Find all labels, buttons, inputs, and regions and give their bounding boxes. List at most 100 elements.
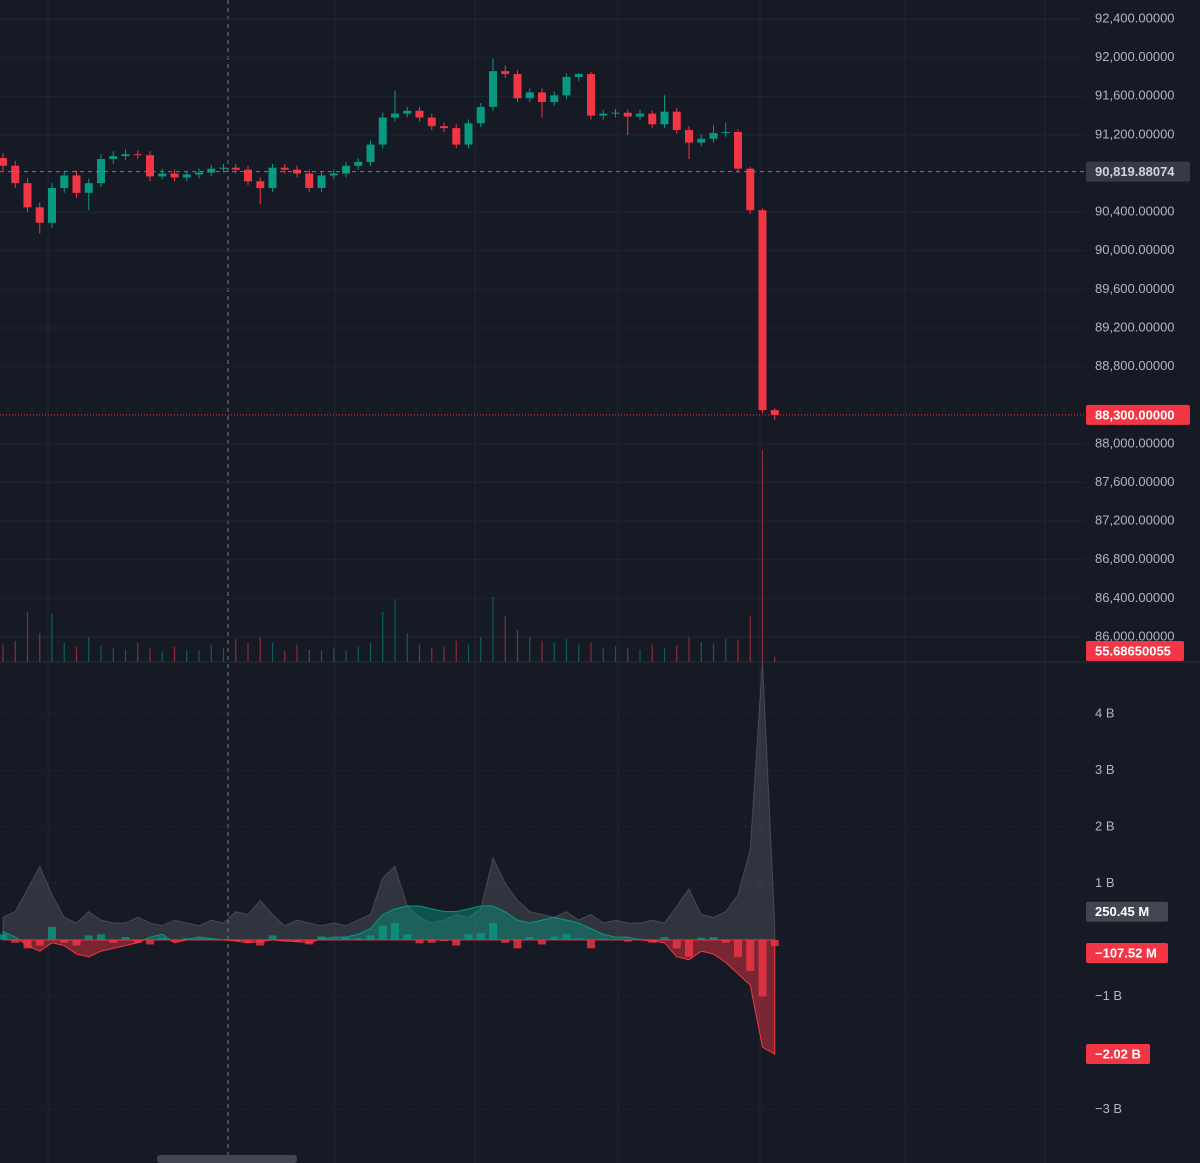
- volume-bar: [173, 646, 176, 662]
- candle-body: [709, 132, 718, 139]
- volume-bar: [553, 642, 555, 662]
- delta-bar: [391, 922, 399, 940]
- volume-bar: [725, 638, 727, 662]
- volume-bar: [541, 640, 543, 662]
- volume-bar: [406, 633, 408, 662]
- delta-bar: [660, 937, 669, 940]
- delta-bar: [587, 939, 595, 949]
- candle-body: [464, 123, 473, 145]
- y-tick-label: 87,600.00000: [1095, 474, 1175, 489]
- delta-bar: [770, 939, 779, 946]
- delta-bar: [97, 934, 105, 940]
- volume-bar: [627, 647, 629, 662]
- volume-bar: [602, 648, 604, 662]
- delta-bar: [342, 937, 350, 940]
- y-tick-label: 1 B: [1095, 875, 1115, 890]
- delta-bar: [721, 939, 730, 943]
- candle-body: [440, 126, 448, 129]
- y-tick-label: 88,800.00000: [1095, 358, 1175, 373]
- volume-bar: [529, 636, 531, 662]
- delta-bar: [293, 939, 301, 943]
- delta-bar: [672, 939, 681, 949]
- y-tick-label: −3 B: [1095, 1101, 1122, 1116]
- volume-bar: [516, 630, 519, 662]
- candle-body: [146, 155, 154, 177]
- delta-bar: [562, 934, 571, 940]
- candle-body: [23, 183, 32, 208]
- candle-body: [734, 131, 742, 169]
- volume-bar: [198, 650, 200, 662]
- delta-bar: [685, 939, 693, 957]
- candle-body: [84, 183, 93, 193]
- volume-bar: [651, 644, 653, 662]
- candle-body: [391, 113, 399, 118]
- delta-bar: [158, 937, 167, 940]
- candle-body: [672, 111, 681, 131]
- delta-bar: [501, 939, 510, 943]
- volume-bar: [271, 642, 274, 662]
- delta-area-down: [2, 939, 776, 1055]
- y-tick-label: 86,800.00000: [1095, 551, 1175, 566]
- volume-bar: [124, 649, 127, 662]
- candle-body: [770, 410, 779, 415]
- candle-body: [170, 173, 179, 178]
- candle-body: [746, 168, 755, 211]
- scrollbar[interactable]: [157, 1155, 297, 1163]
- delta-bar: [464, 934, 473, 940]
- candle-body: [97, 159, 105, 184]
- candle-body: [574, 74, 583, 77]
- candle-body: [587, 74, 595, 116]
- volume-bar: [296, 644, 298, 662]
- delta-bar: [550, 936, 559, 940]
- volume-bar: [333, 648, 335, 662]
- delta-bar: [636, 938, 644, 940]
- y-tick-label: 87,200.00000: [1095, 513, 1175, 528]
- candle-body: [562, 76, 571, 96]
- volume-bar: [700, 641, 702, 662]
- volume-bar: [418, 644, 421, 662]
- delta-bar: [611, 939, 620, 940]
- candle-body: [648, 113, 657, 125]
- delta-bar: [697, 937, 706, 940]
- vertical-grid: [47, 0, 1046, 1163]
- delta-bar: [305, 939, 314, 945]
- delta-bar: [60, 939, 69, 943]
- delta-bar: [182, 938, 191, 940]
- delta-bar: [23, 939, 32, 949]
- delta-bar: [244, 939, 252, 943]
- delta-bar: [489, 922, 497, 940]
- delta-bar: [538, 939, 546, 945]
- candle-body: [342, 165, 350, 174]
- volume-bar: [137, 642, 139, 662]
- delta-area-up: [2, 905, 776, 940]
- delta-bar: [219, 939, 228, 940]
- candle-body: [550, 95, 559, 103]
- volume-bar: [774, 656, 776, 662]
- price-label: 55.68650055: [1095, 643, 1171, 658]
- volume-bar: [394, 599, 396, 662]
- volume-bar: [688, 636, 690, 662]
- volume-bar: [308, 649, 310, 662]
- delta-bar: [0, 934, 7, 940]
- delta-bar: [476, 933, 485, 940]
- volume-bar: [63, 642, 65, 662]
- volume-area: [2, 662, 776, 941]
- volume-bar: [75, 646, 78, 662]
- delta-bar: [195, 938, 203, 940]
- volume-bar: [369, 642, 372, 662]
- delta-bar: [72, 939, 81, 946]
- volume-bar: [26, 611, 29, 662]
- candle-body: [280, 167, 289, 170]
- price-label: 250.45 M: [1095, 904, 1149, 919]
- y-tick-label: 92,400.00000: [1095, 10, 1175, 25]
- volume-bar: [320, 650, 323, 662]
- y-tick-label: 4 B: [1095, 705, 1115, 720]
- candle-body: [354, 161, 363, 166]
- candle-body: [72, 175, 81, 193]
- price-label: 88,300.00000: [1095, 407, 1175, 422]
- candle-body: [121, 154, 130, 157]
- price-label-box: [1086, 901, 1168, 922]
- candle-body: [0, 158, 7, 166]
- delta-bar: [513, 939, 522, 949]
- volume-bar: [614, 646, 617, 662]
